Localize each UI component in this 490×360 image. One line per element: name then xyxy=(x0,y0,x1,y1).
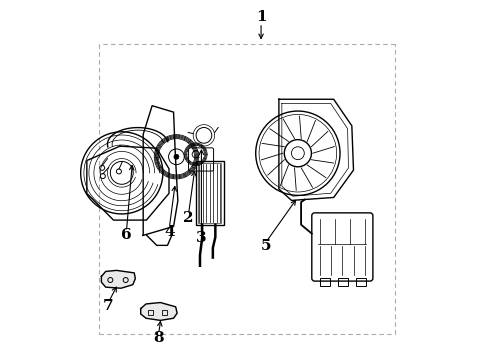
Text: 7: 7 xyxy=(103,299,114,313)
Text: 5: 5 xyxy=(261,239,271,253)
Bar xyxy=(320,278,330,286)
Polygon shape xyxy=(101,270,135,288)
Text: 6: 6 xyxy=(121,228,132,242)
Circle shape xyxy=(174,154,179,159)
Bar xyxy=(338,278,348,286)
Text: 1: 1 xyxy=(256,10,267,24)
Text: 2: 2 xyxy=(183,211,194,225)
Bar xyxy=(198,163,221,222)
Polygon shape xyxy=(141,302,177,320)
Text: 4: 4 xyxy=(164,225,174,239)
Text: 3: 3 xyxy=(196,231,207,245)
Bar xyxy=(163,310,168,315)
Bar xyxy=(148,310,153,315)
Text: 8: 8 xyxy=(153,331,164,345)
Bar xyxy=(196,161,223,225)
Bar xyxy=(356,278,366,286)
